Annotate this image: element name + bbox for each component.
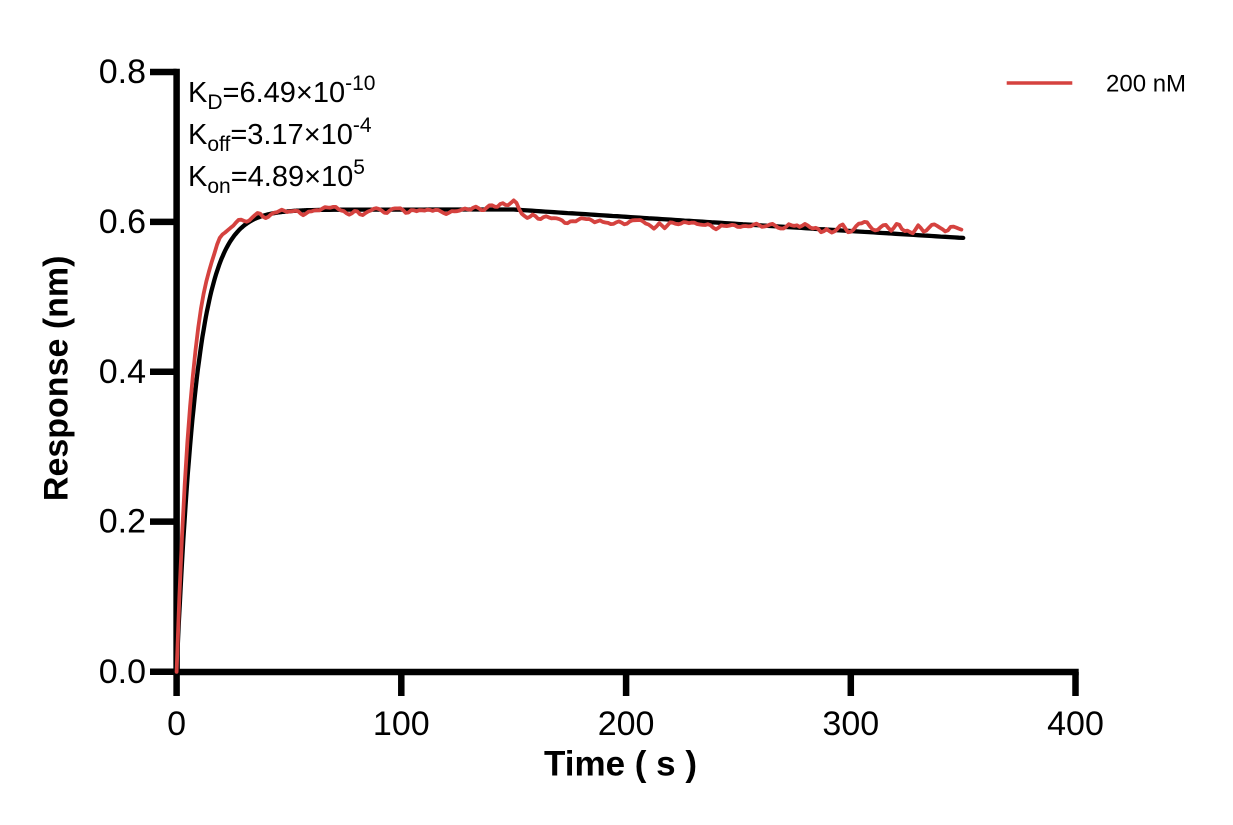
svg-text:0.8: 0.8 — [99, 53, 146, 91]
svg-text:Koff=3.17×10-4: Koff=3.17×10-4 — [188, 114, 372, 156]
svg-text:0.4: 0.4 — [99, 353, 146, 391]
svg-text:Time ( s ): Time ( s ) — [544, 745, 697, 784]
svg-text:200 nM: 200 nM — [1106, 70, 1186, 97]
svg-text:100: 100 — [373, 705, 430, 743]
svg-text:0.0: 0.0 — [99, 653, 146, 691]
svg-text:0: 0 — [167, 705, 186, 743]
svg-text:400: 400 — [1047, 705, 1104, 743]
svg-text:Response (nm): Response (nm) — [38, 256, 76, 502]
svg-text:200: 200 — [598, 705, 655, 743]
svg-text:KD=6.49×10-10: KD=6.49×10-10 — [188, 72, 375, 114]
svg-text:0.6: 0.6 — [99, 203, 146, 241]
svg-text:0.2: 0.2 — [99, 503, 146, 541]
svg-text:Kon=4.89×105: Kon=4.89×105 — [188, 156, 365, 198]
svg-text:300: 300 — [822, 705, 879, 743]
